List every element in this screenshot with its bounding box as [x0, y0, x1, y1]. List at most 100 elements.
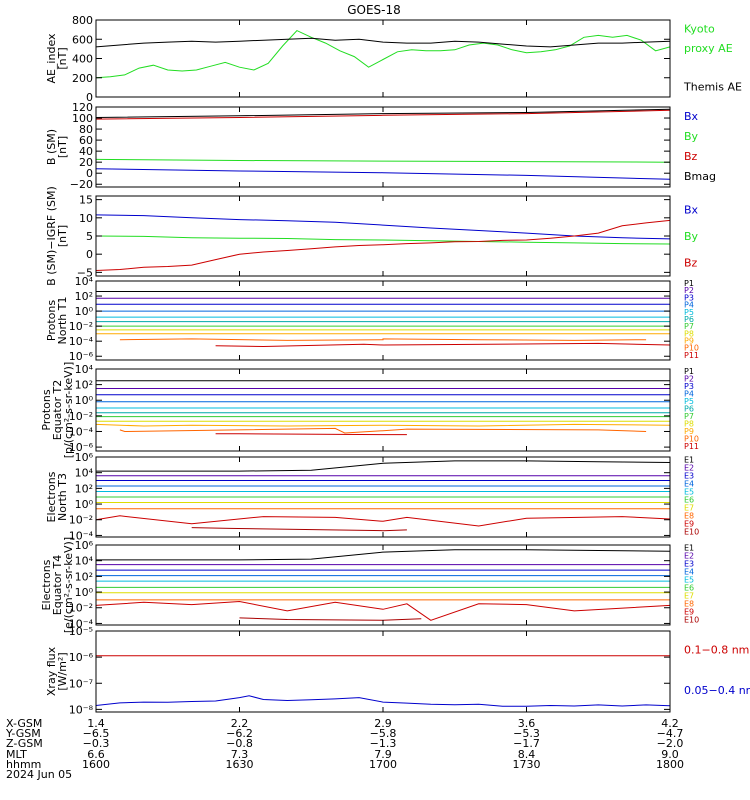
legend-entry: P9 — [684, 337, 694, 346]
footer-value: 2.9 — [374, 717, 392, 730]
y-tick-label: 600 — [72, 33, 93, 46]
panel-1: 0 200 400 600 800 AE_index[nT] Kyoto proxy AE Th… — [45, 14, 742, 104]
legend-entry: P3 — [684, 382, 694, 391]
legend-entry: Bx — [684, 203, 699, 216]
y-tick-label: 5 — [86, 230, 93, 243]
legend-entry: E2 — [684, 552, 694, 561]
legend-entry: E8 — [684, 600, 694, 609]
y-tick-label: 10⁻⁴ — [69, 529, 94, 542]
legend-entry: P5 — [684, 308, 694, 317]
footer-value: −5.8 — [370, 727, 397, 740]
legend-entry: P6 — [684, 405, 694, 414]
legend-entry: P5 — [684, 397, 694, 406]
legend-entry: P11 — [684, 351, 699, 360]
legend-entry: P2 — [684, 286, 694, 295]
y-axis-label: [p/(cm²-s-sr-keV)] — [62, 362, 75, 459]
y-axis-label: Protons — [40, 389, 53, 430]
footer-value: −4.7 — [657, 727, 684, 740]
y-tick-label: 10⁻⁷ — [69, 677, 93, 690]
plot-frame — [95, 19, 671, 98]
legend-entry: E3 — [684, 472, 694, 481]
legend-entry: E5 — [684, 576, 694, 585]
legend-entry: P6 — [684, 315, 694, 324]
y-tick-label: 80 — [79, 123, 93, 136]
legend-entry: Themis AE — [683, 80, 742, 93]
footer-row-label: hhmm — [6, 758, 41, 771]
legend-entry: P11 — [684, 442, 699, 451]
footer-value: 7.9 — [374, 748, 392, 761]
y-tick-label: 0 — [86, 248, 93, 261]
footer-value: −1.7 — [513, 737, 540, 750]
y-axis-label: [nT] — [56, 47, 69, 69]
series-line-p11 — [215, 433, 407, 436]
footer-row-label: X-GSM — [6, 717, 42, 730]
y-tick-label: −20 — [70, 178, 93, 191]
y-axis-label: AE_index — [45, 33, 58, 84]
footer-value: 2.2 — [231, 717, 249, 730]
y-tick-label: 10⁻⁴ — [69, 425, 94, 438]
footer-value: 7.3 — [231, 748, 249, 761]
y-tick-label: 10⁻⁵ — [69, 625, 93, 638]
legend-entry: Bz — [684, 257, 698, 270]
footer-value: −6.5 — [83, 727, 110, 740]
y-tick-label: 10⁰ — [75, 394, 94, 407]
plot-frame — [95, 280, 671, 361]
legend-entry: E6 — [684, 584, 694, 593]
ephemeris-footer: X-GSM 1.4 2.2 2.9 3.6 4.2 Y-GSM −6.5 −6.2 −5.8 −5.… — [5, 717, 684, 781]
legend-entry: P1 — [684, 279, 694, 288]
y-tick-label: 10⁻⁶ — [69, 441, 94, 454]
series-line-bz — [95, 219, 671, 271]
legend-entry: P4 — [684, 301, 694, 310]
y-axis-label: Equator T2 — [51, 380, 64, 440]
y-tick-label: 0 — [86, 91, 93, 104]
plot-frame — [95, 544, 671, 626]
footer-value: 1.4 — [87, 717, 105, 730]
y-tick-label: 10² — [75, 290, 93, 303]
y-tick-label: 20 — [79, 156, 93, 169]
y-axis-label: B (SM) — [45, 129, 58, 165]
y-axis-label: Electrons — [45, 471, 58, 522]
series-line-themis-ae — [95, 37, 671, 48]
legend-entry: P7 — [684, 412, 694, 421]
series-line-p10 — [119, 427, 647, 434]
series-line-kyoto-proxy-ae — [95, 29, 671, 79]
y-tick-label: 10² — [75, 482, 93, 495]
legend-entry: E1 — [684, 456, 694, 465]
legend-entry: P10 — [684, 434, 699, 443]
legend-entry: E4 — [684, 480, 694, 489]
footer-value: 1800 — [656, 758, 684, 771]
legend-entry: E7 — [684, 504, 694, 513]
legend-entry: E3 — [684, 560, 694, 569]
y-tick-label: 15 — [79, 194, 93, 207]
y-tick-label: 10⁴ — [75, 467, 94, 480]
y-tick-label: 10² — [75, 570, 93, 583]
footer-row-label: MLT — [6, 748, 27, 761]
footer-value: −2.0 — [657, 737, 684, 750]
legend-entry: E9 — [684, 608, 694, 617]
y-tick-label: 200 — [72, 72, 93, 85]
y-tick-label: 10⁴ — [75, 275, 94, 288]
y-tick-label: 100 — [72, 112, 93, 125]
legend-entry: E6 — [684, 496, 694, 505]
legend-entry: Bmag — [684, 170, 716, 183]
legend-entry: P7 — [684, 322, 694, 331]
footer-value: 1730 — [513, 758, 541, 771]
footer-value: −5.3 — [513, 727, 540, 740]
y-tick-label: 10⁻⁸ — [69, 703, 94, 716]
series-line-by — [95, 158, 671, 163]
y-tick-label: 120 — [72, 101, 93, 114]
y-tick-label: 10⁻² — [69, 514, 93, 527]
plot-frame — [95, 106, 671, 188]
legend-entry: E10 — [684, 528, 699, 537]
y-axis-label: North T3 — [56, 473, 69, 521]
footer-value: −0.8 — [226, 737, 253, 750]
legend-entry: P8 — [684, 419, 694, 428]
y-tick-label: 10⁶ — [75, 539, 94, 552]
footer-value: 8.4 — [518, 748, 536, 761]
y-axis-label: [nT] — [56, 225, 69, 247]
footer-value: −0.3 — [83, 737, 110, 750]
